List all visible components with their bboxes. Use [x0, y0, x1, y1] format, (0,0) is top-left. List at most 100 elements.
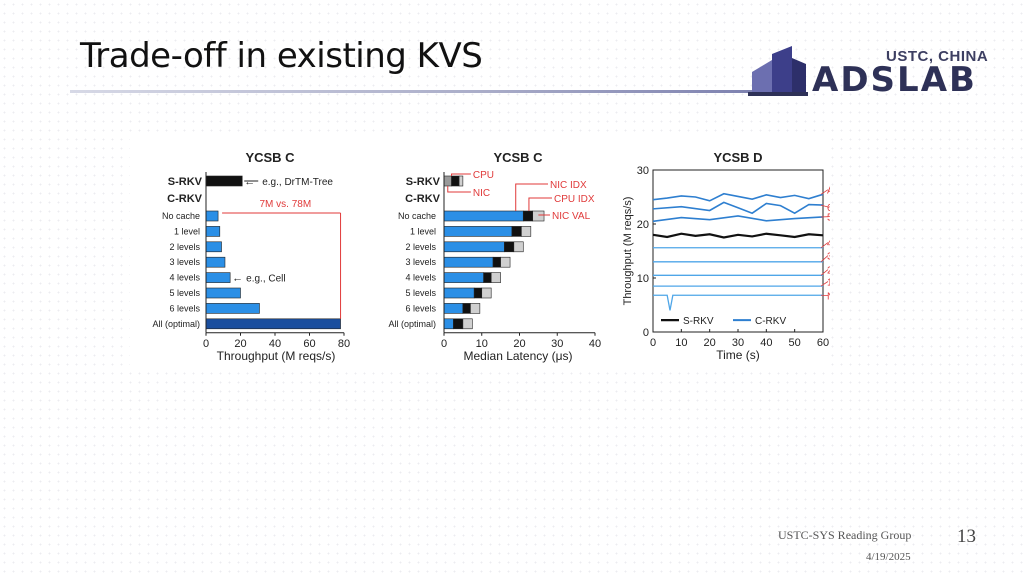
- chart1-category-label: No cache: [162, 211, 200, 221]
- logo-subtitle: USTC, CHINA: [886, 48, 989, 65]
- chart3-leader-line: [820, 189, 829, 195]
- chart3-tick-label: 10: [675, 337, 687, 349]
- chart2-bar-segment: [483, 272, 492, 283]
- chart1-title: YCSB C: [245, 150, 295, 165]
- chart2-bar-segment: [443, 175, 452, 187]
- chart2-bar-segment: [504, 241, 515, 253]
- chart1-compare-label: 7M vs. 78M: [259, 199, 311, 210]
- chart2-category-label: All (optimal): [388, 319, 436, 329]
- chart2-bar-segment: [522, 210, 534, 222]
- chart3-series-label: 1L: [827, 277, 830, 288]
- chart1-xlabel: Throughput (M reqs/s): [217, 349, 336, 363]
- chart2-tick-label: 0: [441, 338, 447, 350]
- chart2-annotation: NIC IDX: [550, 180, 587, 191]
- chart2-category-label: 2 levels: [405, 242, 436, 252]
- chart3-tick-label: 0: [650, 337, 656, 349]
- chart2-bar-segment: [462, 318, 473, 330]
- chart1-bar: [205, 318, 341, 330]
- chart1-tick-label: 80: [338, 338, 350, 350]
- chart2-bar-segment: [451, 175, 460, 187]
- chart3-tick-label: 60: [817, 337, 829, 349]
- chart2-bar-segment: [443, 210, 524, 222]
- chart2-tick-label: 10: [476, 338, 488, 350]
- chart2-bar-segment: [481, 287, 492, 299]
- chart3-series-label: No: [827, 292, 830, 303]
- chart2-annotation: CPU IDX: [554, 194, 595, 205]
- chart3-tick-label: 20: [704, 337, 716, 349]
- chart3-series-label: 2L: [827, 266, 830, 277]
- chart3-leader-line: [820, 242, 829, 249]
- chart3-series-line: [652, 192, 824, 202]
- chart3-leader-line: [820, 255, 829, 263]
- chart1-annotation: e.g., DrTM-Tree: [262, 177, 333, 188]
- chart2-category-label: No cache: [398, 211, 436, 221]
- chart3-tick-label: 40: [760, 337, 772, 349]
- chart2-category-label: 5 levels: [405, 288, 436, 298]
- chart2-bar-segment: [443, 272, 484, 283]
- chart2-bar-segment: [511, 226, 522, 237]
- footer-date: 4/19/2025: [866, 551, 911, 563]
- chart2-group-label: C-RKV: [405, 193, 440, 205]
- chart1-bar: [205, 272, 231, 283]
- chart3-legend-label: S-RKV: [683, 316, 714, 327]
- slide-title: Trade-off in existing KVS: [80, 36, 483, 76]
- chart1-category-label: 5 levels: [169, 288, 200, 298]
- chart3-xlabel: Time (s): [716, 348, 760, 362]
- chart2-bar-segment: [443, 241, 505, 253]
- chart2-bar-segment: [532, 210, 545, 222]
- chart2-bar-segment: [443, 256, 494, 268]
- chart2-bar-segment: [500, 256, 511, 268]
- chart2-bar-segment: [513, 241, 524, 253]
- chart2-leader-line: [528, 197, 552, 211]
- chart2-category-label: 6 levels: [405, 303, 436, 313]
- logo-wordmark: ADSLAB: [812, 60, 977, 100]
- chart3-series-line: [652, 215, 824, 223]
- chart3-series-label: 6L: [827, 203, 830, 214]
- chart2-group-label: S-RKV: [406, 176, 441, 188]
- chart3-frame: [652, 169, 824, 333]
- chart3-title: YCSB D: [713, 150, 762, 165]
- chart2-bar-segment: [462, 303, 471, 314]
- chart2-annotation: NIC: [473, 188, 490, 199]
- chart2-tick-label: 40: [589, 338, 601, 350]
- chart3-tick-label: 30: [732, 337, 744, 349]
- chart3-leader-line: [820, 269, 829, 276]
- chart1-category-label: 1 level: [174, 226, 200, 236]
- chart2-leader-line: [447, 186, 471, 193]
- chart2-bar-segment: [453, 318, 464, 330]
- chart2-category-label: 1 level: [410, 226, 436, 236]
- chart3-series-label: 5L: [827, 213, 830, 224]
- chart3-series-label: 4L: [827, 239, 830, 250]
- chart2-bar-segment: [521, 226, 532, 237]
- chart1-annotation: e.g., Cell: [246, 274, 285, 285]
- chart3-series-line: [653, 294, 823, 311]
- chart1-bar: [205, 256, 226, 268]
- chart2-leader-line: [515, 183, 548, 211]
- chart3-tick-label: 30: [637, 165, 649, 177]
- chart3-leader-line: [820, 281, 829, 287]
- chart2-bar-segment: [443, 226, 513, 237]
- chart1-tick-label: 40: [269, 338, 281, 350]
- chart3-series-line: [652, 201, 824, 215]
- chart1-tick-label: 0: [203, 338, 209, 350]
- chart3-ylabel: Throughput (M reqs/s): [622, 197, 634, 306]
- chart2-bar-segment: [470, 303, 481, 314]
- chart1-category-label: 4 levels: [169, 273, 200, 283]
- title-underline: [70, 90, 770, 93]
- chart2-bar-segment: [492, 256, 501, 268]
- chart3-series-line: [652, 232, 824, 239]
- chart2-leader-line: [451, 173, 471, 176]
- chart1-bar: [205, 303, 260, 314]
- chart1-category-label: 2 levels: [169, 242, 200, 252]
- chart1-arrowhead: ←: [244, 176, 255, 188]
- chart2-annotation: CPU: [473, 170, 494, 181]
- chart1-category-label: All (optimal): [152, 319, 200, 329]
- chart1-category-label: 6 levels: [169, 303, 200, 313]
- figure-svg: YCSB C S-RKV C-RKV No cache 1 level 2 levels 3…: [152, 150, 830, 363]
- adslab-logo: USTC, CHINA ADSLAB: [748, 44, 1010, 100]
- chart1-group-label: S-RKV: [168, 176, 203, 188]
- chart2-bar-segment: [473, 287, 483, 299]
- chart2-bar-segment: [443, 318, 454, 330]
- chart1-bar: [205, 175, 243, 187]
- chart2-title: YCSB C: [493, 150, 543, 165]
